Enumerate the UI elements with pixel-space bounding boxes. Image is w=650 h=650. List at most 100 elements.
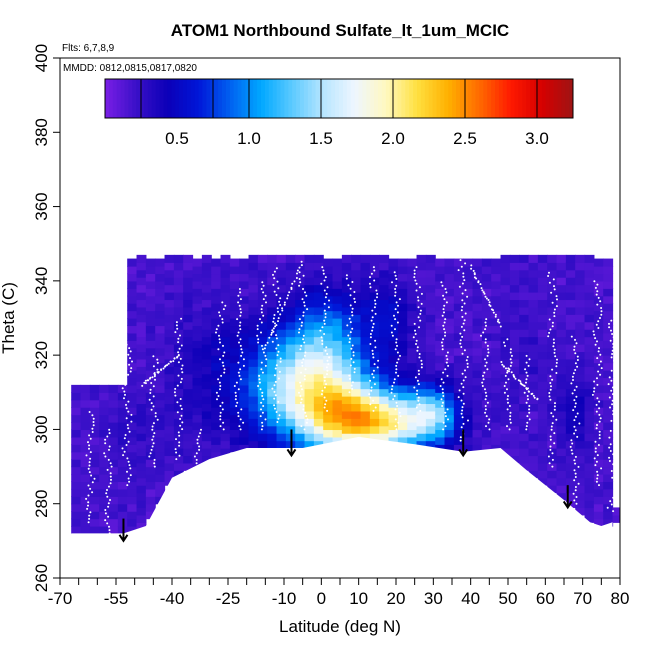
heatmap-cell <box>145 511 156 520</box>
heatmap-cell <box>267 410 278 419</box>
heatmap-cell <box>192 325 203 334</box>
heatmap-cell <box>183 418 194 427</box>
flight-track-point <box>596 357 599 360</box>
flight-track-point <box>416 389 419 392</box>
heatmap-cell <box>136 277 147 286</box>
colorbar-swatch <box>264 79 270 118</box>
heatmap-cell <box>537 403 548 412</box>
flight-track-point <box>459 436 462 439</box>
flight-track-point <box>571 442 574 445</box>
heatmap-cell <box>220 321 231 330</box>
flight-track-point <box>219 405 222 407</box>
flight-track-point <box>496 320 499 323</box>
flight-track-point <box>570 382 573 385</box>
colorbar-swatch <box>413 79 418 118</box>
flight-track-point <box>595 480 598 483</box>
heatmap-cell <box>229 288 240 297</box>
flight-track-point <box>576 359 579 361</box>
flight-track-point <box>458 285 461 288</box>
heatmap-cell <box>99 488 110 497</box>
heatmap-cell <box>416 373 427 382</box>
heatmap-cell <box>388 355 399 364</box>
colorbar-swatch <box>522 79 527 118</box>
flight-track-point <box>121 387 124 390</box>
heatmap-cell <box>145 332 156 341</box>
heatmap-cell <box>360 366 371 375</box>
flight-track-point <box>524 368 527 371</box>
heatmap-cell <box>379 351 390 360</box>
flight-track-point <box>458 389 461 392</box>
flight-track-point <box>242 421 245 424</box>
flight-track-point <box>304 368 307 371</box>
flight-track-point <box>610 356 613 359</box>
heatmap-cell <box>351 269 362 278</box>
flight-track-point <box>528 390 530 393</box>
heatmap-cell <box>416 314 427 323</box>
flight-track-point <box>275 411 278 413</box>
heatmap-cell <box>351 299 362 308</box>
flight-track-point <box>261 344 263 347</box>
flight-track-point <box>273 397 276 400</box>
heatmap-cell <box>341 351 352 360</box>
heatmap-cell <box>276 329 287 338</box>
heatmap-cell <box>99 518 110 527</box>
heatmap-cell <box>341 373 352 382</box>
flight-track-point <box>351 381 354 384</box>
heatmap-cell <box>155 332 166 341</box>
heatmap-cell <box>164 477 175 486</box>
flight-track-point <box>550 425 553 428</box>
flight-track-point <box>464 289 467 292</box>
flight-track-point <box>238 341 240 344</box>
heatmap-cell <box>603 362 614 371</box>
flight-track-point <box>240 354 243 357</box>
heatmap-cell <box>593 273 604 282</box>
heatmap-cell <box>229 384 240 393</box>
flight-track-point <box>179 424 182 427</box>
flight-track-point <box>548 392 551 394</box>
heatmap-cell <box>593 355 604 364</box>
heatmap-cell <box>220 373 231 382</box>
flight-track-point <box>265 301 267 304</box>
flight-track-point <box>179 398 182 400</box>
heatmap-cell <box>528 440 539 449</box>
heatmap-cell <box>351 358 362 367</box>
heatmap-cell <box>351 277 362 286</box>
heatmap-cell <box>304 269 315 278</box>
heatmap-cell <box>173 254 184 263</box>
heatmap-cell <box>183 351 194 360</box>
flight-track-point <box>261 411 264 414</box>
heatmap-cell <box>313 358 324 367</box>
heatmap-cell <box>71 399 82 408</box>
heatmap-cell <box>257 306 268 315</box>
heatmap-cell <box>313 284 324 293</box>
heatmap-cell <box>99 444 110 453</box>
heatmap-cell <box>239 429 250 438</box>
heatmap-cell <box>435 370 446 379</box>
flight-track-point <box>300 344 303 347</box>
heatmap-cell <box>201 403 212 412</box>
flight-track-point <box>442 395 445 397</box>
heatmap-cell <box>155 325 166 334</box>
flight-track-point <box>149 452 152 455</box>
flight-track-point <box>147 379 150 382</box>
colorbar-swatch <box>140 79 145 118</box>
flight-track-point <box>506 371 509 374</box>
flight-track-point <box>375 289 378 292</box>
flight-track-point <box>181 364 184 367</box>
heatmap-cell <box>547 262 558 271</box>
colorbar-swatch <box>307 79 313 118</box>
heatmap-cell <box>547 485 558 494</box>
flight-track-point <box>573 389 576 392</box>
flight-track-point <box>110 465 113 468</box>
heatmap-cell <box>351 314 362 323</box>
flight-track-point <box>574 338 576 341</box>
heatmap-cell <box>556 485 567 494</box>
heatmap-cell <box>537 284 548 293</box>
heatmap-cell <box>332 332 343 341</box>
heatmap-cell <box>584 277 595 286</box>
flight-track-point <box>348 317 351 320</box>
flight-track-point <box>420 302 423 305</box>
flight-track-point <box>179 418 182 420</box>
heatmap-cell <box>155 414 166 423</box>
heatmap-cell <box>145 488 156 497</box>
